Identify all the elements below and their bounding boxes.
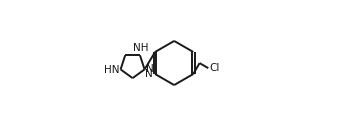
Text: NH: NH <box>133 43 148 53</box>
Text: N: N <box>145 69 153 79</box>
Text: Cl: Cl <box>210 62 220 73</box>
Text: N: N <box>146 64 153 74</box>
Text: HN: HN <box>104 65 120 75</box>
